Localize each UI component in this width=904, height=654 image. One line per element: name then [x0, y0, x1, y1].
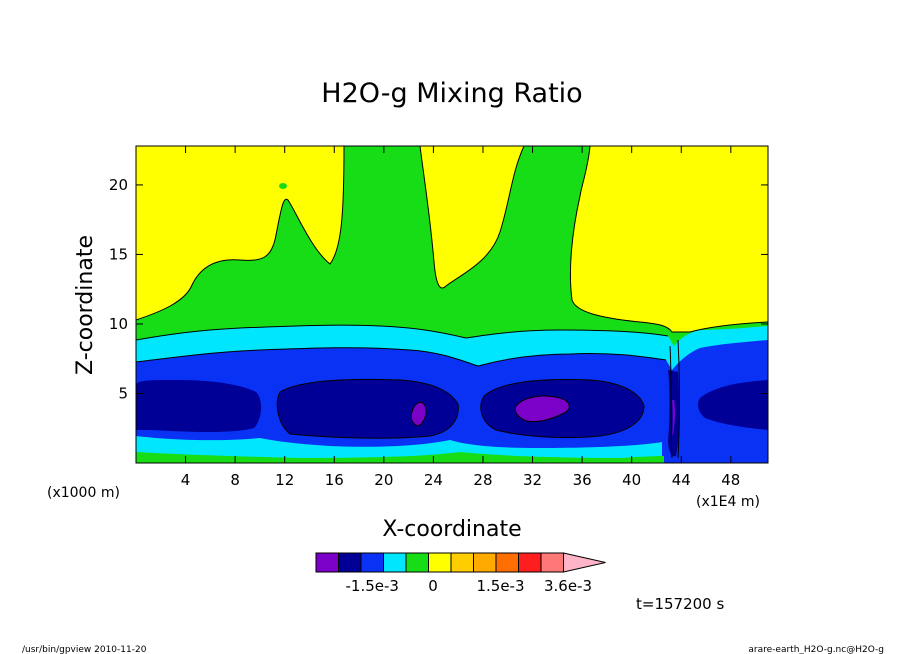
contour-lower-cyan — [136, 436, 662, 463]
y-tick-label: 20 — [109, 176, 128, 194]
x-tick-label: 36 — [573, 471, 592, 489]
x-tick-label: 16 — [325, 471, 344, 489]
x-axis-title: X-coordinate — [382, 517, 521, 542]
contour-region-darkblue — [136, 380, 262, 432]
x-tick-label: 20 — [374, 471, 393, 489]
contour-plume-core — [672, 400, 676, 436]
x-tick-label: 44 — [672, 471, 691, 489]
contour-region-darkblue-2 — [277, 379, 459, 439]
contour-plume-line — [669, 339, 680, 459]
x-tick-label: 48 — [721, 471, 740, 489]
colorbar-swatch — [428, 552, 452, 573]
y-tick-label: 15 — [109, 245, 128, 263]
colorbar-tick-label: -1.5e-3 — [346, 577, 399, 595]
x-tick-label: 28 — [473, 471, 492, 489]
colorbar-swatch — [338, 552, 362, 573]
contour-lines — [136, 146, 768, 439]
colorbar-arrow — [563, 552, 606, 573]
colorbar-swatch — [405, 552, 429, 573]
x-tick-label: 12 — [275, 471, 294, 489]
contour-blob-green — [279, 183, 287, 189]
footer-right: arare-earth_H2O-g.nc@H2O-g — [748, 645, 884, 654]
contour-region-purple — [411, 402, 426, 426]
chart-title: H2O-g Mixing Ratio — [321, 78, 582, 109]
colorbar-swatch — [383, 552, 407, 573]
y-unit-label: (x1000 m) — [47, 485, 120, 501]
x-axis: 4 8 12 16 20 24 28 32 36 40 44 48 — [181, 146, 740, 489]
colorbar-tick-label: 3.6e-3 — [544, 577, 592, 595]
colorbar — [315, 552, 606, 573]
x-tick-label: 40 — [622, 471, 641, 489]
colorbar-ticks: -1.5e-3 0 1.5e-3 3.6e-3 — [346, 577, 593, 595]
contour-region-purple-2 — [515, 396, 570, 422]
colorbar-swatch — [495, 552, 519, 573]
contour-region-darkblue-4 — [697, 380, 768, 430]
y-axis-title: Z-coordinate — [73, 235, 98, 375]
x-unit-label: (x1E4 m) — [696, 494, 760, 510]
colorbar-tick-label: 1.5e-3 — [476, 577, 524, 595]
colorbar-swatch — [315, 552, 339, 573]
colorbar-swatch — [540, 552, 564, 573]
y-axis: 5 10 15 20 — [109, 176, 768, 402]
plot-frame — [135, 145, 769, 464]
y-tick-label: 5 — [118, 384, 128, 402]
x-tick-label: 4 — [181, 471, 191, 489]
contour-plot — [135, 145, 769, 464]
footer-left: /usr/bin/gpview 2010-11-20 — [22, 645, 147, 654]
colorbar-tick-label: 0 — [428, 577, 438, 595]
time-label: t=157200 s — [636, 595, 724, 613]
contour-lower-green — [136, 452, 664, 463]
colorbar-swatch — [518, 552, 542, 573]
colorbar-swatch — [473, 552, 497, 573]
x-tick-label: 32 — [523, 471, 542, 489]
colorbar-swatch — [360, 552, 384, 573]
x-tick-label: 24 — [424, 471, 443, 489]
y-tick-label: 10 — [109, 315, 128, 333]
x-tick-label: 8 — [230, 471, 240, 489]
colorbar-swatch — [450, 552, 474, 573]
